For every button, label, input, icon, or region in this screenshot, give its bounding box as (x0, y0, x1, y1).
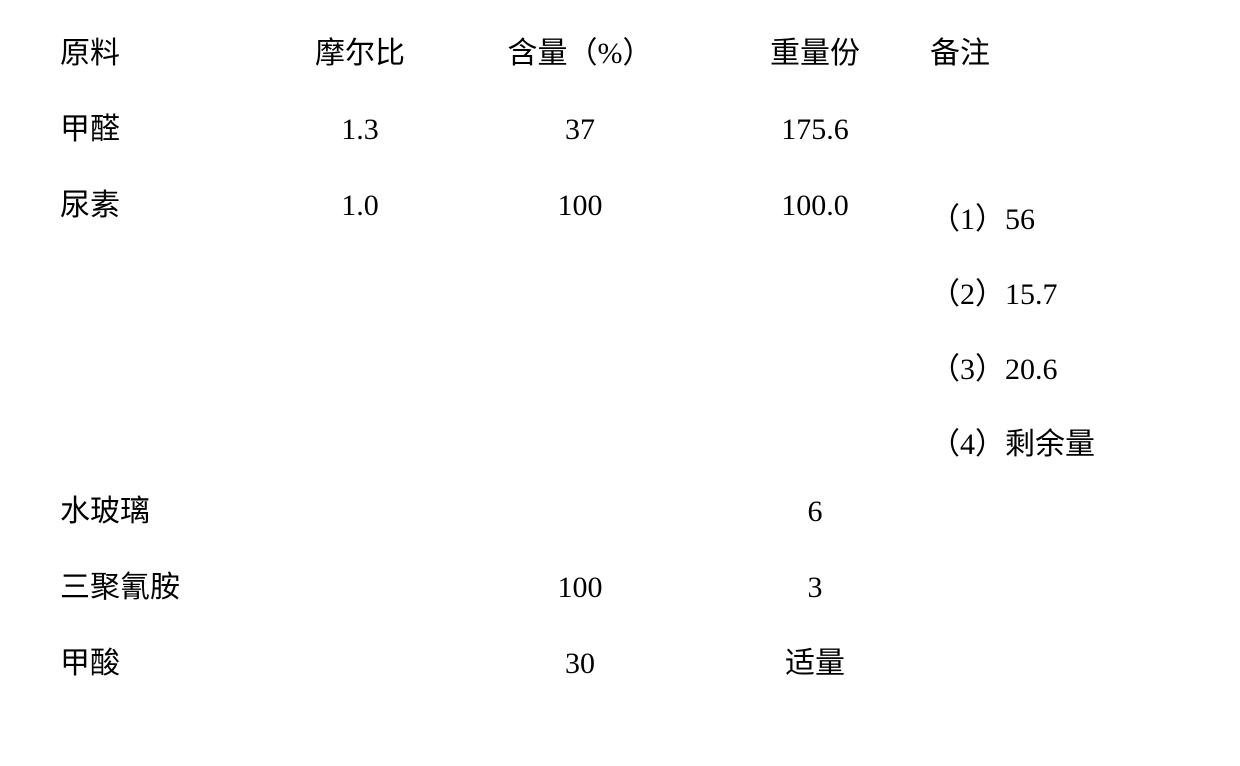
cell-content: 30 (460, 640, 700, 688)
header-molar-ratio: 摩尔比 (260, 30, 460, 78)
table-row: 三聚氰胺 100 3 (60, 564, 1180, 640)
data-table: 原料 摩尔比 含量（%） 重量份 备注 甲醛 1.3 37 175.6 尿素 1… (60, 30, 1180, 716)
note-item: （3）20.6 (930, 332, 1170, 407)
table-row: 甲酸 30 适量 (60, 640, 1180, 716)
table-row: 尿素 1.0 100 100.0 （1）56 （2）15.7 （3）20.6 （… (60, 182, 1180, 488)
cell-material: 甲醛 (60, 106, 260, 154)
table-row: 甲醛 1.3 37 175.6 (60, 106, 1180, 182)
note-item: （1）56 (930, 182, 1170, 257)
cell-molar-ratio: 1.3 (260, 106, 460, 154)
table-row: 水玻璃 6 (60, 488, 1180, 564)
cell-weight: 3 (700, 564, 930, 612)
table-header-row: 原料 摩尔比 含量（%） 重量份 备注 (60, 30, 1180, 106)
cell-content: 37 (460, 106, 700, 154)
cell-weight: 6 (700, 488, 930, 536)
cell-notes: （1）56 （2）15.7 （3）20.6 （4）剩余量 (930, 182, 1170, 482)
cell-material: 甲酸 (60, 640, 260, 688)
note-item: （2）15.7 (930, 257, 1170, 332)
cell-weight: 175.6 (700, 106, 930, 154)
header-notes: 备注 (930, 30, 1170, 78)
header-material: 原料 (60, 30, 260, 78)
cell-molar-ratio: 1.0 (260, 182, 460, 230)
header-content: 含量（%） (460, 30, 700, 78)
cell-weight: 适量 (700, 640, 930, 688)
note-item: （4）剩余量 (930, 407, 1170, 482)
cell-content: 100 (460, 182, 700, 230)
cell-material: 尿素 (60, 182, 260, 230)
header-weight: 重量份 (700, 30, 930, 78)
cell-weight: 100.0 (700, 182, 930, 230)
cell-material: 水玻璃 (60, 488, 260, 536)
cell-material: 三聚氰胺 (60, 564, 260, 612)
cell-content: 100 (460, 564, 700, 612)
